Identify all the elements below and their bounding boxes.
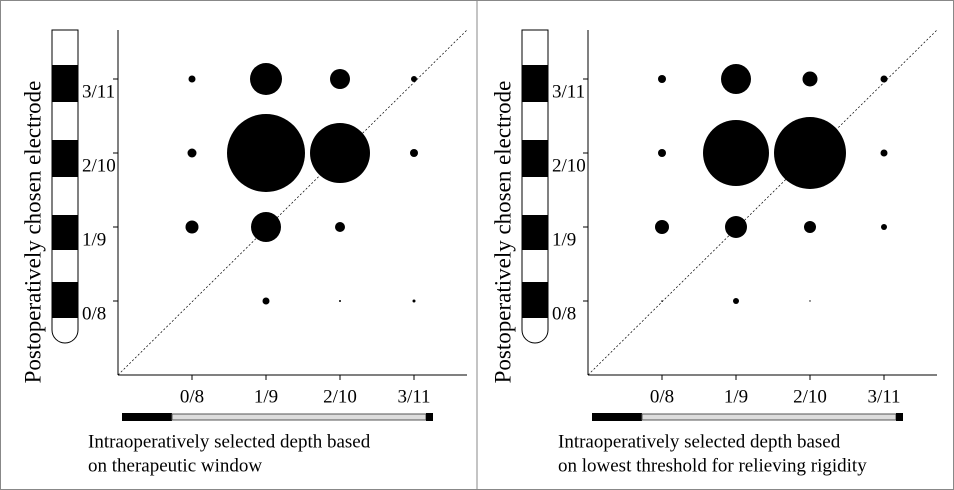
x-tick-label: 0/8: [650, 386, 674, 407]
x-tick-label: 2/10: [793, 386, 827, 407]
electrode: [521, 29, 549, 344]
y-tick-label: 0/8: [552, 303, 576, 324]
bubble: [188, 75, 196, 83]
x-tick-label: 3/11: [867, 386, 900, 407]
diagonal: [587, 29, 938, 376]
y-tick-label: 2/10: [552, 155, 586, 176]
bubble: [703, 120, 769, 186]
bubble: [335, 222, 345, 232]
y-tick-label: 2/10: [82, 155, 116, 176]
bubble: [661, 300, 663, 302]
bubble: [725, 216, 747, 238]
bubble: [880, 149, 888, 157]
y-tick-label: 3/11: [552, 81, 585, 102]
bubble: [655, 220, 669, 234]
bubble: [411, 76, 417, 82]
bubble: [330, 69, 350, 89]
bubble: [310, 123, 370, 183]
bubble: [733, 298, 739, 304]
bubble: [658, 149, 666, 157]
x-axis-label: Intraoperatively selected depth based: [88, 431, 371, 452]
electrode-contact: [522, 282, 548, 318]
bubble: [721, 64, 751, 94]
bubble: [251, 212, 281, 242]
x-tick-label: 1/9: [724, 386, 748, 407]
x-tick-label: 1/9: [254, 386, 278, 407]
bubble: [185, 220, 199, 234]
electrode-contact: [522, 215, 548, 250]
depth-bar: [641, 413, 897, 421]
bubble: [804, 221, 816, 233]
bubble: [658, 75, 666, 83]
bubble: [881, 224, 887, 230]
y-tick-label: 1/9: [82, 229, 106, 250]
bubble: [187, 148, 197, 158]
electrode-contact: [522, 65, 548, 102]
y-tick-label: 1/9: [552, 229, 576, 250]
x-tick-label: 3/11: [397, 386, 430, 407]
x-tick-label: 0/8: [180, 386, 204, 407]
bubble: [250, 63, 282, 95]
depth-bar-end: [426, 413, 433, 421]
x-axis-label: on lowest threshold for relieving rigidi…: [558, 455, 867, 476]
bubble: [262, 297, 270, 305]
electrode-contact: [52, 140, 78, 177]
bubble: [809, 300, 811, 302]
bubble: [339, 300, 341, 302]
electrode-contact: [52, 65, 78, 102]
depth-bar-start: [122, 413, 172, 421]
diagonal: [117, 29, 468, 376]
x-axis-label: on therapeutic window: [88, 455, 262, 476]
depth-bar-start: [592, 413, 642, 421]
electrode-contact: [522, 140, 548, 177]
bubble: [774, 117, 846, 189]
bubble: [410, 149, 418, 157]
y-axis-label: Postoperatively chosen electrode: [490, 81, 515, 384]
y-tick-label: 3/11: [82, 81, 115, 102]
bubble: [880, 75, 888, 83]
bubble: [412, 299, 416, 303]
bubble: [802, 71, 818, 87]
x-axis-label: Intraoperatively selected depth based: [558, 431, 841, 452]
x-tick-label: 2/10: [323, 386, 357, 407]
y-tick-label: 0/8: [82, 303, 106, 324]
y-axis-label: Postoperatively chosen electrode: [20, 81, 45, 384]
depth-bar: [171, 413, 427, 421]
electrode-contact: [52, 215, 78, 250]
depth-bar-end: [896, 413, 903, 421]
electrode: [51, 29, 79, 344]
bubble: [227, 114, 305, 192]
electrode-contact: [52, 282, 78, 318]
